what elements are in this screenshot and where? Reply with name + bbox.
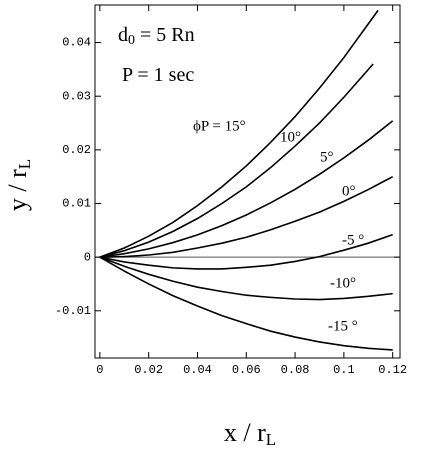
annotation: d0 = 5 Rn bbox=[118, 24, 195, 49]
y-tick-label: 0.04 bbox=[62, 36, 91, 50]
curve bbox=[99, 233, 393, 270]
curve-label: ϕP = 15° bbox=[193, 118, 246, 134]
y-axis-label: y / rL bbox=[3, 159, 34, 211]
y-tick-label: 0 bbox=[84, 250, 91, 264]
x-tick-label: 0.12 bbox=[378, 363, 407, 377]
curve bbox=[99, 256, 393, 351]
curve bbox=[99, 175, 394, 258]
x-tick-label: 0.04 bbox=[183, 363, 212, 377]
plot-frame bbox=[94, 4, 401, 359]
y-tick-label: 0.01 bbox=[62, 197, 91, 211]
curve bbox=[99, 120, 394, 258]
curve bbox=[99, 9, 379, 258]
y-tick-label: 0.02 bbox=[62, 143, 91, 157]
x-tick-label: 0.06 bbox=[232, 363, 261, 377]
curve-label: -5 ° bbox=[342, 232, 364, 248]
y-tick-label: 0.03 bbox=[62, 89, 91, 103]
curve-label: 10° bbox=[280, 129, 301, 145]
curve-label: -10° bbox=[330, 275, 356, 291]
curve-label: -15 ° bbox=[328, 318, 358, 334]
curve-label: 5° bbox=[320, 149, 334, 165]
x-tick-label: 0 bbox=[96, 363, 103, 377]
curve-label: 0° bbox=[342, 183, 356, 199]
annotation: P = 1 sec bbox=[122, 64, 194, 86]
x-tick-label: 0.08 bbox=[281, 363, 310, 377]
y-tick-label: -0.01 bbox=[55, 304, 91, 318]
x-tick-label: 0.02 bbox=[134, 363, 163, 377]
curve bbox=[99, 63, 374, 258]
curve bbox=[99, 256, 393, 301]
x-tick-label: 0.1 bbox=[333, 363, 355, 377]
x-axis-label: x / rL bbox=[224, 418, 276, 449]
